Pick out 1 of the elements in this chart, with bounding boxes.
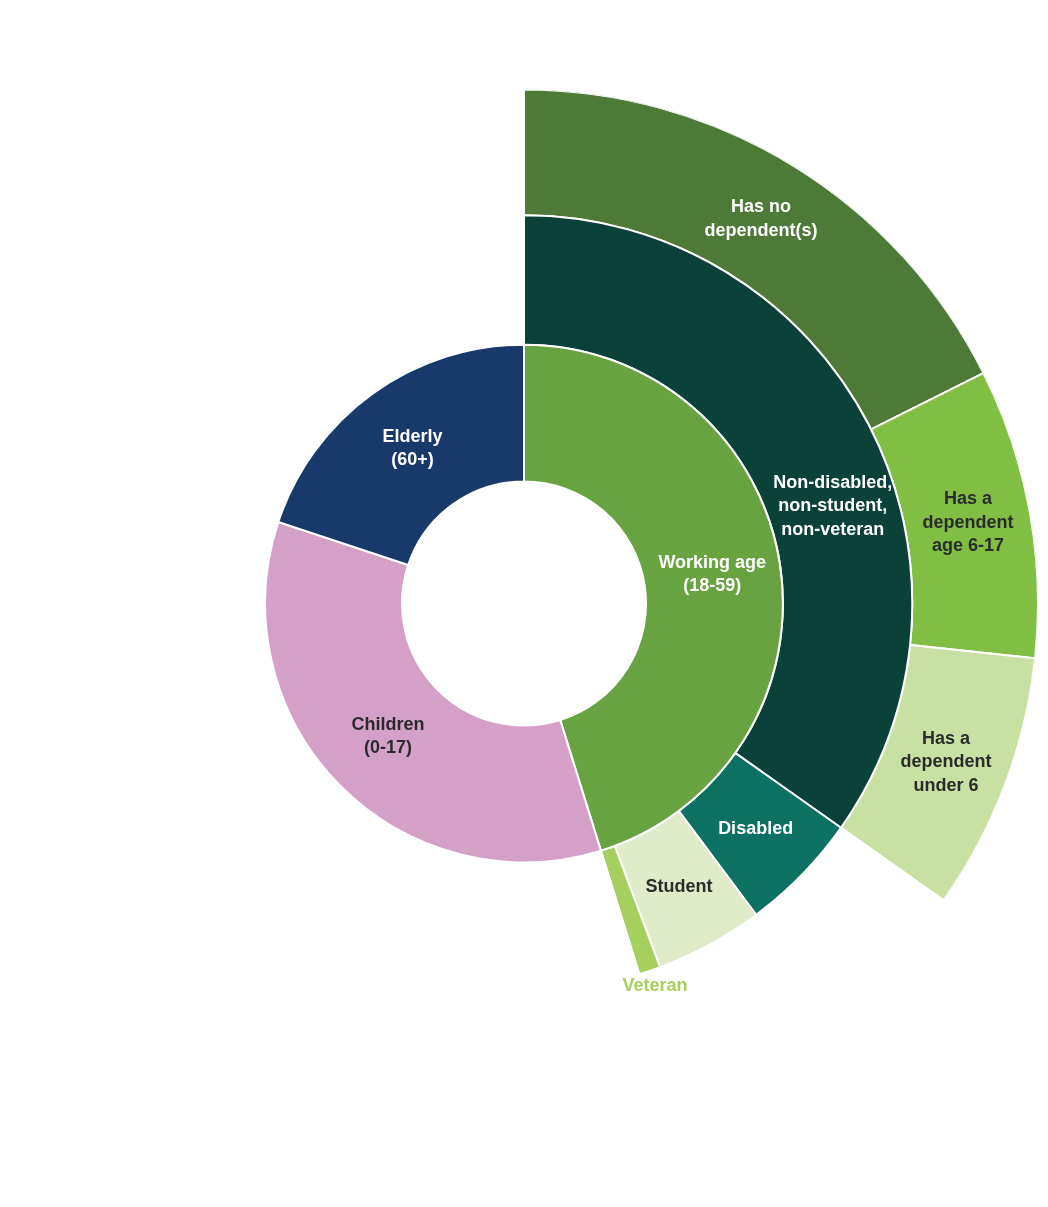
- slice-label: Has a dependent age 6-17: [922, 488, 1014, 556]
